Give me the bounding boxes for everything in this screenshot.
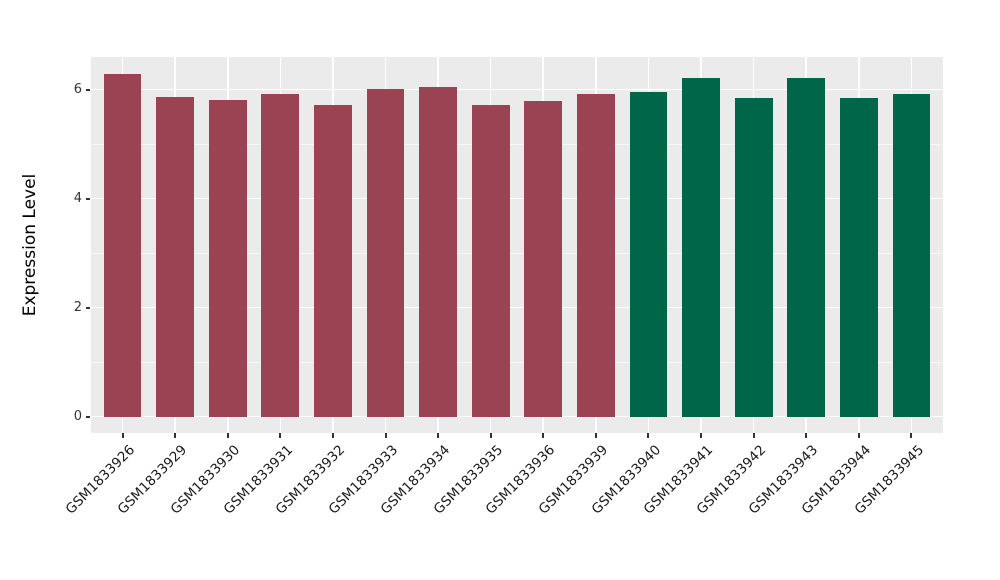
bar xyxy=(208,99,247,417)
x-tick-mark xyxy=(174,433,177,438)
bar xyxy=(787,77,826,417)
x-tick-mark xyxy=(384,433,387,438)
y-tick-label: 0 xyxy=(73,408,82,424)
bar xyxy=(156,97,195,417)
gridline-major xyxy=(91,88,943,91)
x-tick-mark xyxy=(542,433,545,438)
x-tick-mark xyxy=(805,433,808,438)
x-tick-mark xyxy=(121,433,124,438)
bar xyxy=(576,94,615,417)
bar xyxy=(366,89,405,417)
x-tick-mark xyxy=(857,433,860,438)
x-tick-mark xyxy=(489,433,492,438)
x-tick-mark xyxy=(437,433,440,438)
chart-panel xyxy=(91,57,943,433)
y-tick-label: 2 xyxy=(73,299,82,315)
y-tick-mark xyxy=(86,415,90,418)
gridline-minor xyxy=(91,361,943,363)
x-tick-mark xyxy=(331,433,334,438)
y-tick-mark xyxy=(86,306,90,309)
bar xyxy=(682,77,720,417)
bar xyxy=(419,86,458,417)
x-tick-mark xyxy=(226,433,229,438)
y-tick-label: 4 xyxy=(73,190,82,206)
gridline-major xyxy=(91,415,943,418)
gridline-minor xyxy=(91,252,943,254)
bar xyxy=(261,93,300,417)
y-tick-mark xyxy=(86,88,90,91)
gridline-major xyxy=(91,197,943,200)
x-tick-mark xyxy=(279,433,282,438)
bar xyxy=(734,97,773,417)
x-tick-mark xyxy=(647,433,650,438)
x-tick-mark xyxy=(910,433,913,438)
gridline-major xyxy=(91,306,943,309)
x-tick-mark xyxy=(594,433,597,438)
bar xyxy=(839,97,878,417)
bar xyxy=(103,74,142,417)
bar xyxy=(629,91,668,417)
y-axis-title: Expression Level xyxy=(20,173,40,317)
bar xyxy=(471,104,510,417)
y-tick-label: 6 xyxy=(73,81,82,97)
x-tick-mark xyxy=(700,433,703,438)
bar xyxy=(892,93,931,417)
gridline-minor xyxy=(91,143,943,145)
x-tick-mark xyxy=(752,433,755,438)
y-tick-mark xyxy=(86,197,90,200)
bar xyxy=(524,100,563,417)
bar xyxy=(313,105,352,417)
